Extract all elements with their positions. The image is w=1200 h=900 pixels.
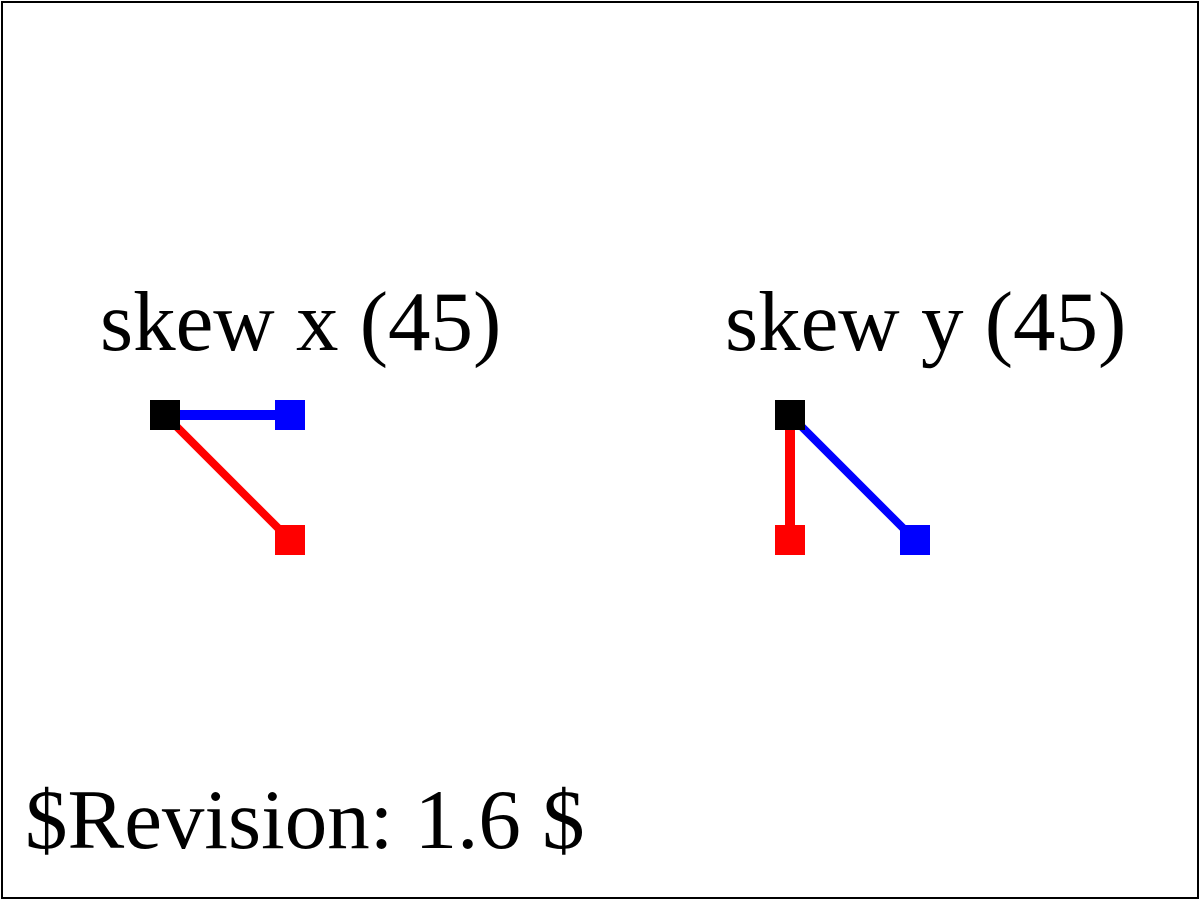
skew-x-group: skew x (45) [100,275,501,555]
skew-y-group: skew y (45) [725,275,1126,555]
skew-y-y-endpoint-marker [775,525,805,555]
skew-y-x-endpoint-marker [900,525,930,555]
skew-y-label: skew y (45) [725,275,1126,369]
skew-y-x-axis-line [787,412,918,543]
skew-x-origin-marker [150,400,180,430]
skew-x-y-endpoint-marker [275,525,305,555]
skew-x-x-endpoint-marker [275,400,305,430]
revision-label: $Revision: 1.6 $ [25,773,585,867]
skew-x-y-axis-line [162,412,293,543]
skew-y-origin-marker [775,400,805,430]
skew-x-label: skew x (45) [100,275,501,369]
